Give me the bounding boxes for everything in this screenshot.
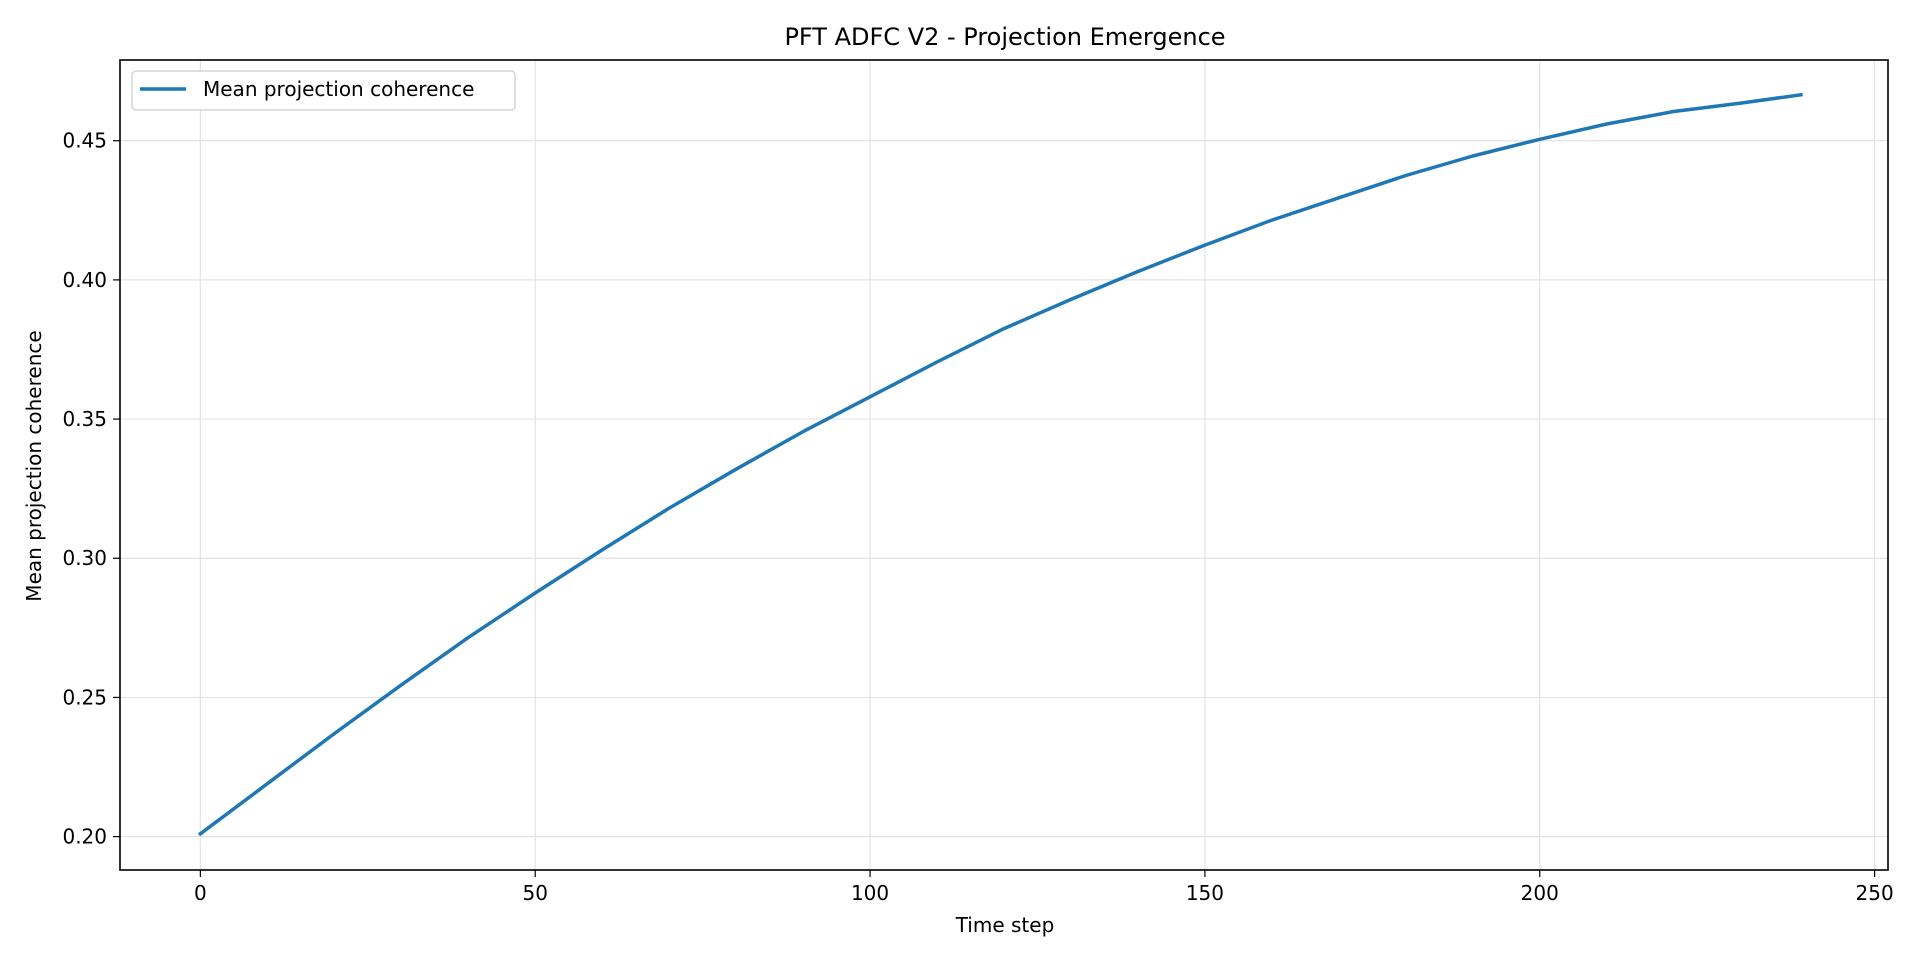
y-axis-label: Mean projection coherence	[22, 330, 46, 601]
y-tick-label: 0.25	[62, 685, 107, 709]
y-tick-label: 0.45	[62, 129, 107, 153]
x-tick-label: 0	[194, 881, 207, 905]
x-tick-label: 200	[1521, 881, 1559, 905]
plot-frame	[119, 59, 1889, 871]
chart-title: PFT ADFC V2 - Projection Emergence	[784, 23, 1225, 51]
legend: Mean projection coherence	[131, 70, 516, 111]
legend-label: Mean projection coherence	[203, 77, 474, 101]
series-line	[197, 92, 1803, 837]
grid-lines	[120, 60, 1888, 870]
x-tick-label: 150	[1186, 881, 1224, 905]
x-tick-label: 50	[522, 881, 547, 905]
x-tick-label: 250	[1856, 881, 1894, 905]
x-axis-label: Time step	[955, 913, 1055, 937]
y-tick-label: 0.35	[62, 407, 107, 431]
axis-ticks: 0 50 100 150 200 250 0.20 0.25 0.30 0.35 0.40 0.45	[62, 129, 1893, 905]
y-tick-label: 0.20	[62, 825, 107, 849]
y-tick-label: 0.40	[62, 268, 107, 292]
legend-box	[131, 70, 516, 111]
series-layer	[197, 92, 1803, 837]
y-tick-label: 0.30	[62, 546, 107, 570]
x-tick-label: 100	[851, 881, 889, 905]
